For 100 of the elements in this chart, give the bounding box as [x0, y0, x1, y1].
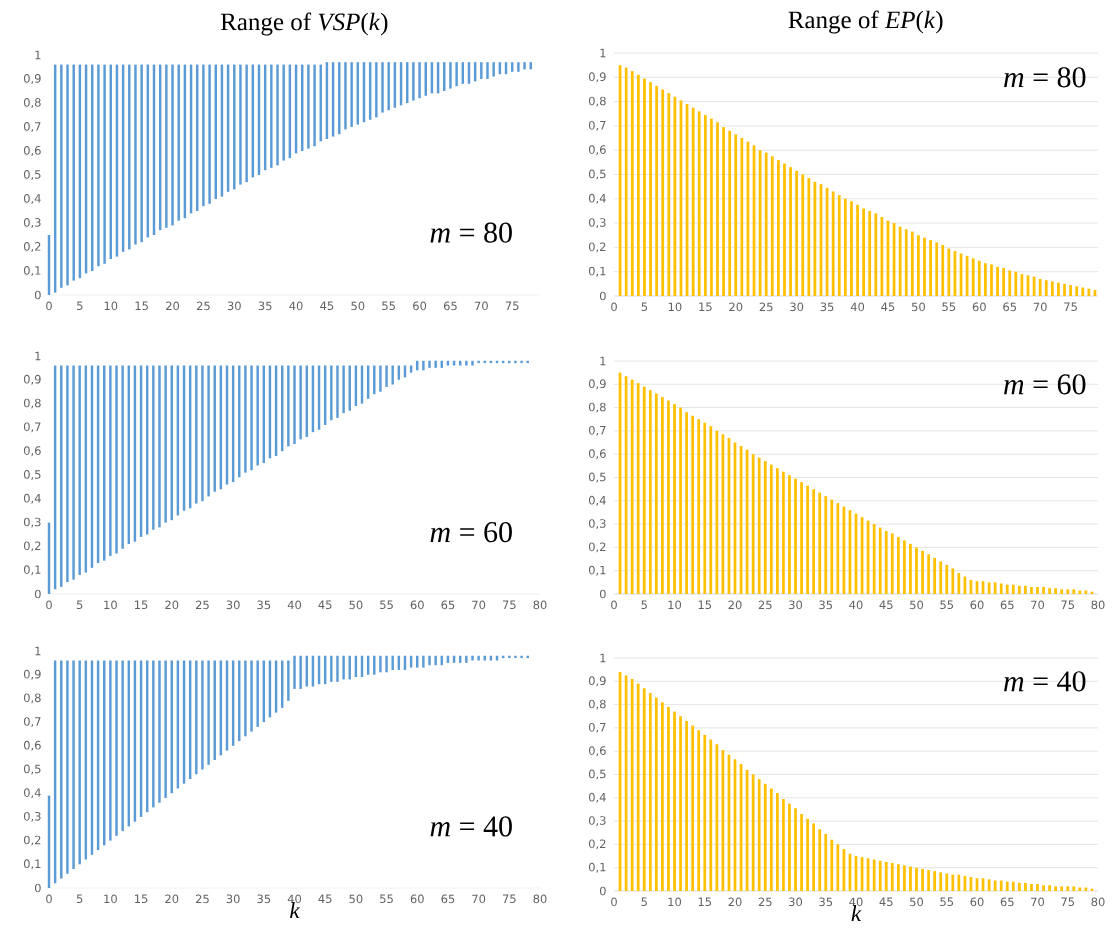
x-tick-label: 40: [287, 600, 302, 610]
y-tick-label: 0: [34, 290, 41, 300]
bar: [763, 783, 767, 891]
bar: [935, 242, 939, 296]
bar: [751, 454, 755, 594]
bar: [903, 540, 906, 594]
bar: [917, 235, 920, 296]
chart-title: Range of EP(k): [788, 10, 943, 34]
y-tick-label: 0,9: [588, 676, 606, 687]
bar: [233, 64, 236, 190]
bar: [673, 711, 676, 891]
x-tick-label: 30: [790, 302, 804, 312]
x-tick-label: 5: [76, 894, 83, 904]
bar: [66, 660, 69, 874]
bar: [941, 244, 945, 296]
bar: [636, 383, 640, 594]
x-tick-label: 35: [819, 897, 833, 907]
bar: [520, 655, 523, 659]
x-tick-label: 80: [533, 600, 547, 610]
bar: [856, 204, 859, 296]
bar: [477, 360, 480, 364]
bar: [890, 533, 894, 594]
x-tick-label: 55: [382, 301, 395, 311]
bar: [775, 468, 779, 594]
y-tick-label: 0,9: [23, 374, 41, 385]
bar: [465, 655, 468, 663]
bar: [898, 226, 902, 296]
bar: [1011, 584, 1015, 594]
bar: [710, 118, 713, 296]
annotation: m = 60: [1004, 374, 1086, 395]
bar: [526, 360, 529, 364]
bar: [630, 678, 634, 891]
bar: [115, 365, 118, 554]
bar: [1050, 281, 1054, 296]
x-tick-label: 25: [196, 301, 210, 311]
bar: [661, 89, 665, 296]
bar: [480, 62, 483, 79]
bar: [716, 122, 719, 296]
y-tick-label: 0,9: [588, 379, 606, 390]
y-tick-label: 0,8: [23, 693, 41, 704]
bar: [800, 482, 803, 594]
x-tick-label: 70: [1031, 897, 1045, 907]
bar: [843, 198, 847, 296]
bar: [158, 365, 161, 528]
bar: [679, 716, 682, 891]
bar: [831, 191, 835, 296]
annotation: m = 40: [1004, 671, 1086, 692]
bar: [428, 655, 431, 666]
bar: [697, 730, 701, 891]
x-tick-label: 20: [165, 894, 179, 904]
bar: [872, 859, 876, 891]
y-tick-label: 0,9: [588, 72, 606, 83]
y-tick-label: 0,2: [588, 542, 606, 553]
x-tick-label: 40: [850, 302, 865, 312]
y-tick-label: 0,1: [588, 565, 606, 576]
bar: [66, 64, 69, 286]
x-tick-label: 75: [1061, 897, 1075, 907]
x-tick-label: 0: [46, 301, 52, 311]
bar: [933, 557, 937, 594]
y-tick-label: 0,7: [588, 120, 606, 131]
bar: [709, 426, 713, 594]
x-tick-label: 45: [318, 600, 332, 610]
bar: [830, 499, 834, 594]
x-tick-label: 20: [166, 301, 180, 311]
bar: [330, 655, 333, 682]
y-tick-label: 0,8: [23, 98, 41, 108]
bar: [782, 471, 785, 594]
bar: [703, 422, 707, 594]
bar: [1081, 287, 1085, 296]
bar: [1036, 587, 1039, 594]
bar: [715, 430, 719, 594]
bar: [1024, 585, 1027, 594]
bar: [655, 85, 658, 296]
bar: [715, 744, 719, 891]
bar: [385, 365, 388, 387]
bar: [929, 240, 932, 296]
x-axis-title: k: [851, 905, 862, 922]
bar: [921, 550, 924, 594]
bar: [287, 660, 290, 701]
x-tick-label: 45: [881, 302, 895, 312]
y-tick-label: 0,2: [23, 835, 41, 846]
bar: [202, 64, 205, 207]
bar: [933, 871, 937, 891]
x-tick-label: 75: [505, 301, 519, 311]
bar: [862, 208, 865, 296]
bar: [1014, 271, 1018, 296]
bar: [703, 114, 707, 296]
x-tick-label: 60: [970, 897, 984, 907]
y-tick-label: 0,9: [23, 74, 41, 84]
bar: [477, 655, 480, 661]
bar: [636, 74, 640, 296]
bar: [330, 365, 333, 421]
bar: [685, 720, 688, 891]
bar: [1030, 587, 1033, 594]
bar: [165, 64, 168, 228]
bar: [1048, 588, 1051, 594]
bar: [740, 138, 744, 296]
bar: [336, 365, 339, 418]
bar: [78, 660, 81, 865]
bar: [121, 660, 124, 832]
